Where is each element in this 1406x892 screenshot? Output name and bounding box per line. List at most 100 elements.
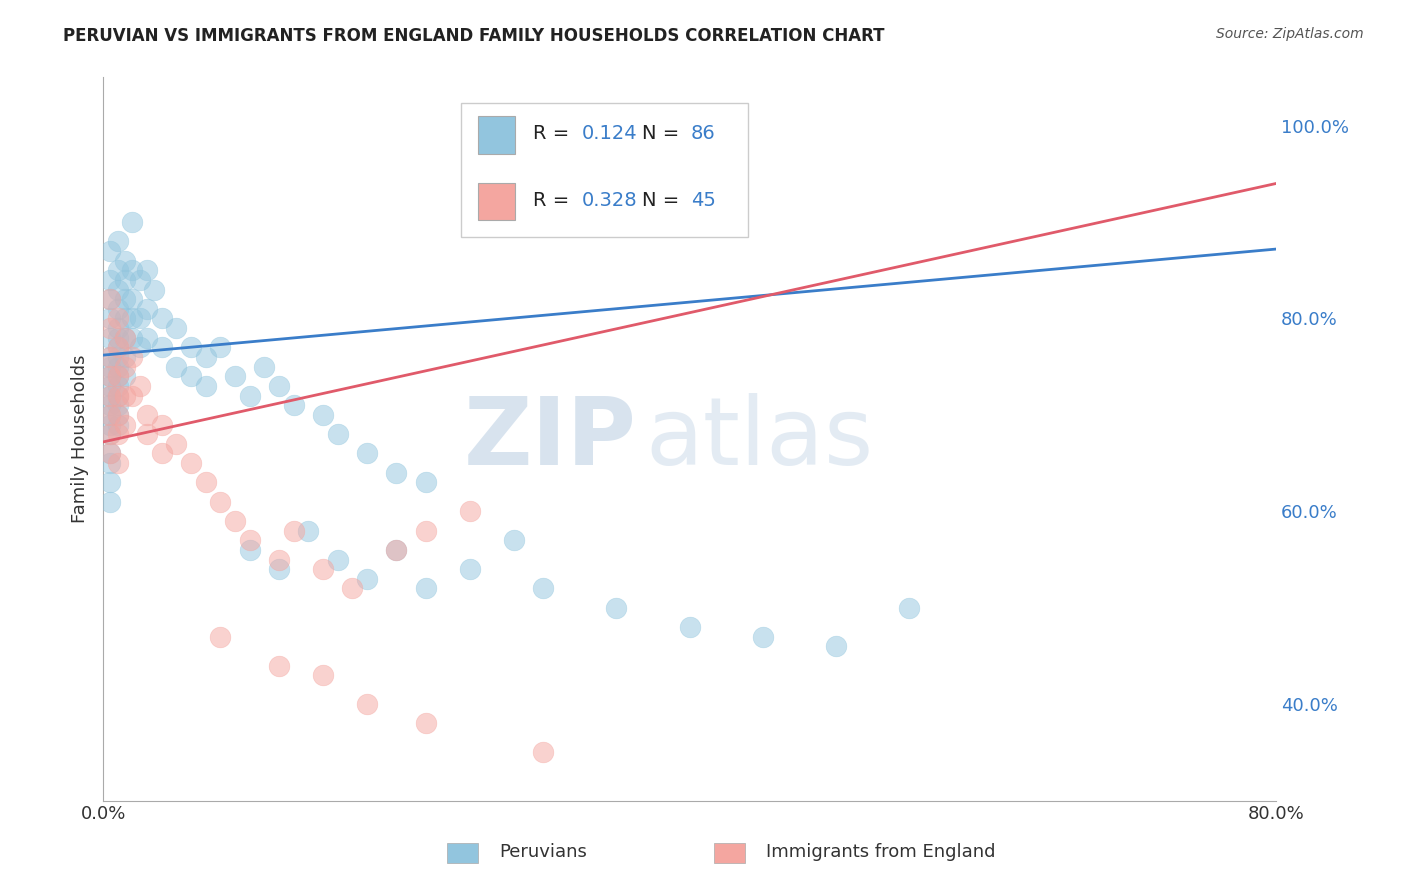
Point	[224, 369, 246, 384]
Point	[107, 301, 129, 316]
Point	[107, 408, 129, 422]
Text: Source: ZipAtlas.com: Source: ZipAtlas.com	[1216, 27, 1364, 41]
Point	[267, 658, 290, 673]
Point	[312, 562, 335, 576]
Point	[107, 235, 129, 249]
Point	[678, 620, 700, 634]
Point	[267, 552, 290, 566]
Point	[107, 340, 129, 354]
Point	[114, 389, 136, 403]
Point	[253, 359, 276, 374]
Point	[107, 350, 129, 364]
Point	[312, 408, 335, 422]
Text: Peruvians: Peruvians	[499, 843, 588, 861]
Point	[128, 379, 150, 393]
Point	[107, 359, 129, 374]
Point	[121, 350, 143, 364]
Point	[100, 456, 122, 470]
Point	[121, 389, 143, 403]
Point	[502, 533, 524, 548]
Point	[114, 417, 136, 432]
Point	[128, 340, 150, 354]
Point	[150, 417, 173, 432]
Point	[356, 697, 378, 711]
Point	[415, 716, 437, 731]
Point	[415, 582, 437, 596]
Point	[356, 446, 378, 460]
Point	[114, 292, 136, 306]
Point	[150, 311, 173, 326]
Point	[458, 504, 481, 518]
Point	[136, 331, 159, 345]
Point	[898, 600, 921, 615]
Point	[128, 273, 150, 287]
Point	[107, 263, 129, 277]
Text: Immigrants from England: Immigrants from England	[766, 843, 995, 861]
Point	[114, 331, 136, 345]
Point	[239, 533, 262, 548]
Point	[107, 283, 129, 297]
Point	[165, 321, 187, 335]
Point	[128, 311, 150, 326]
Point	[326, 427, 349, 442]
Point	[605, 600, 627, 615]
Point	[100, 369, 122, 384]
Point	[107, 427, 129, 442]
Point	[100, 389, 122, 403]
Point	[100, 408, 122, 422]
Point	[100, 350, 122, 364]
Point	[100, 427, 122, 442]
Point	[267, 379, 290, 393]
Point	[100, 369, 122, 384]
Point	[107, 379, 129, 393]
Point	[100, 417, 122, 432]
Point	[121, 263, 143, 277]
Point	[121, 331, 143, 345]
Point	[100, 379, 122, 393]
Point	[107, 456, 129, 470]
Point	[121, 215, 143, 229]
Point	[224, 514, 246, 528]
Point	[100, 350, 122, 364]
Point	[385, 542, 408, 557]
Point	[121, 292, 143, 306]
Point	[209, 630, 232, 644]
Point	[752, 630, 775, 644]
Text: atlas: atlas	[645, 393, 875, 485]
Point	[194, 350, 217, 364]
Point	[825, 640, 848, 654]
Point	[107, 331, 129, 345]
Point	[297, 524, 319, 538]
Point	[107, 417, 129, 432]
Point	[194, 475, 217, 490]
Point	[458, 562, 481, 576]
Point	[267, 562, 290, 576]
Point	[136, 263, 159, 277]
Point	[283, 398, 305, 412]
Point	[385, 542, 408, 557]
Point	[136, 408, 159, 422]
Point	[107, 369, 129, 384]
Point	[180, 340, 202, 354]
Point	[100, 427, 122, 442]
Point	[100, 331, 122, 345]
Point	[100, 359, 122, 374]
Text: PERUVIAN VS IMMIGRANTS FROM ENGLAND FAMILY HOUSEHOLDS CORRELATION CHART: PERUVIAN VS IMMIGRANTS FROM ENGLAND FAMI…	[63, 27, 884, 45]
Point	[100, 475, 122, 490]
Point	[312, 668, 335, 682]
Point	[100, 311, 122, 326]
Point	[114, 359, 136, 374]
Point	[209, 494, 232, 508]
Point	[114, 350, 136, 364]
Point	[415, 524, 437, 538]
Point	[100, 389, 122, 403]
Point	[342, 582, 364, 596]
Point	[107, 408, 129, 422]
Point	[107, 311, 129, 326]
Point	[100, 292, 122, 306]
Point	[143, 283, 166, 297]
Point	[180, 369, 202, 384]
Point	[531, 746, 554, 760]
Point	[100, 321, 122, 335]
Point	[239, 542, 262, 557]
